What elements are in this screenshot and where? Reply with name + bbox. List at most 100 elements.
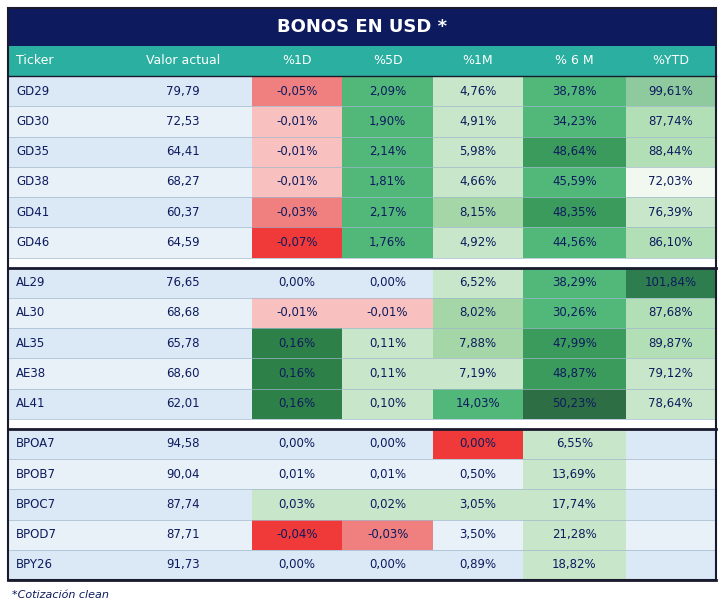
- Text: -0,01%: -0,01%: [277, 306, 318, 320]
- Bar: [342, 358, 433, 389]
- Text: 0,10%: 0,10%: [369, 397, 406, 410]
- Bar: [342, 197, 433, 228]
- Bar: [342, 167, 433, 197]
- Text: 87,68%: 87,68%: [649, 306, 693, 320]
- Bar: [252, 328, 342, 358]
- Text: 30,26%: 30,26%: [552, 306, 597, 320]
- Text: 48,64%: 48,64%: [552, 145, 597, 158]
- Text: 48,87%: 48,87%: [552, 367, 597, 380]
- Text: BPY26: BPY26: [16, 558, 53, 572]
- Text: 72,03%: 72,03%: [649, 176, 693, 188]
- Bar: [114, 167, 252, 197]
- Text: -0,01%: -0,01%: [277, 176, 318, 188]
- Bar: [252, 197, 342, 228]
- Text: %1M: %1M: [463, 54, 493, 68]
- Text: BPOA7: BPOA7: [16, 437, 56, 450]
- Text: 0,01%: 0,01%: [369, 468, 406, 481]
- Text: 0,02%: 0,02%: [369, 498, 406, 511]
- Text: 48,35%: 48,35%: [552, 206, 597, 218]
- Text: GD41: GD41: [16, 206, 49, 218]
- Text: 62,01: 62,01: [167, 397, 200, 410]
- Text: 2,14%: 2,14%: [369, 145, 406, 158]
- Text: 0,16%: 0,16%: [279, 367, 316, 380]
- Bar: [626, 298, 716, 328]
- Text: 0,01%: 0,01%: [279, 468, 316, 481]
- Text: 45,59%: 45,59%: [552, 176, 597, 188]
- Text: % 6 M: % 6 M: [555, 54, 594, 68]
- Bar: [8, 429, 114, 459]
- Text: %1D: %1D: [282, 54, 312, 68]
- Bar: [433, 328, 523, 358]
- Bar: [252, 489, 342, 520]
- Bar: [8, 520, 114, 550]
- Bar: [342, 137, 433, 167]
- Bar: [626, 106, 716, 137]
- Bar: [252, 429, 342, 459]
- Bar: [8, 46, 716, 76]
- Bar: [523, 429, 626, 459]
- Bar: [523, 197, 626, 228]
- Bar: [626, 459, 716, 489]
- Text: 18,82%: 18,82%: [552, 558, 597, 572]
- Text: -0,03%: -0,03%: [367, 528, 408, 541]
- Text: -0,03%: -0,03%: [277, 206, 318, 218]
- Bar: [8, 268, 114, 298]
- Bar: [114, 106, 252, 137]
- Text: 94,58: 94,58: [167, 437, 200, 450]
- Bar: [114, 489, 252, 520]
- Bar: [8, 328, 114, 358]
- Text: Ticker: Ticker: [16, 54, 54, 68]
- Text: 38,78%: 38,78%: [552, 85, 597, 98]
- Bar: [523, 268, 626, 298]
- Text: 76,39%: 76,39%: [649, 206, 693, 218]
- Text: %5D: %5D: [373, 54, 403, 68]
- Bar: [252, 268, 342, 298]
- Bar: [626, 489, 716, 520]
- Bar: [342, 489, 433, 520]
- Bar: [342, 459, 433, 489]
- Bar: [433, 137, 523, 167]
- Text: 1,81%: 1,81%: [369, 176, 406, 188]
- Bar: [8, 228, 114, 257]
- Text: 79,79: 79,79: [167, 85, 200, 98]
- Bar: [523, 550, 626, 580]
- Bar: [433, 429, 523, 459]
- Bar: [114, 550, 252, 580]
- Bar: [433, 228, 523, 257]
- Bar: [523, 389, 626, 418]
- Bar: [114, 358, 252, 389]
- Text: 14,03%: 14,03%: [455, 397, 500, 410]
- Bar: [8, 257, 716, 268]
- Bar: [252, 137, 342, 167]
- Text: 0,00%: 0,00%: [279, 558, 316, 572]
- Text: 4,91%: 4,91%: [459, 115, 497, 128]
- Bar: [626, 389, 716, 418]
- Text: BONOS EN USD *: BONOS EN USD *: [277, 18, 447, 36]
- Text: 87,71: 87,71: [167, 528, 200, 541]
- Text: 0,03%: 0,03%: [279, 498, 316, 511]
- Text: GD29: GD29: [16, 85, 49, 98]
- Bar: [252, 298, 342, 328]
- Bar: [523, 358, 626, 389]
- Bar: [8, 197, 114, 228]
- Bar: [433, 167, 523, 197]
- Text: 47,99%: 47,99%: [552, 337, 597, 350]
- Bar: [433, 298, 523, 328]
- Bar: [252, 389, 342, 418]
- Text: 86,10%: 86,10%: [649, 236, 693, 249]
- Bar: [523, 228, 626, 257]
- Text: 0,00%: 0,00%: [460, 437, 497, 450]
- Text: 8,15%: 8,15%: [460, 206, 497, 218]
- Text: 64,41: 64,41: [167, 145, 200, 158]
- Text: 90,04: 90,04: [167, 468, 200, 481]
- Text: 0,00%: 0,00%: [369, 558, 406, 572]
- Text: *Cotización clean: *Cotización clean: [12, 590, 109, 600]
- Bar: [8, 550, 114, 580]
- Text: 4,92%: 4,92%: [459, 236, 497, 249]
- Bar: [342, 228, 433, 257]
- Text: 0,11%: 0,11%: [369, 367, 406, 380]
- Text: 4,76%: 4,76%: [459, 85, 497, 98]
- Text: AL41: AL41: [16, 397, 46, 410]
- Bar: [114, 298, 252, 328]
- Text: -0,04%: -0,04%: [277, 528, 318, 541]
